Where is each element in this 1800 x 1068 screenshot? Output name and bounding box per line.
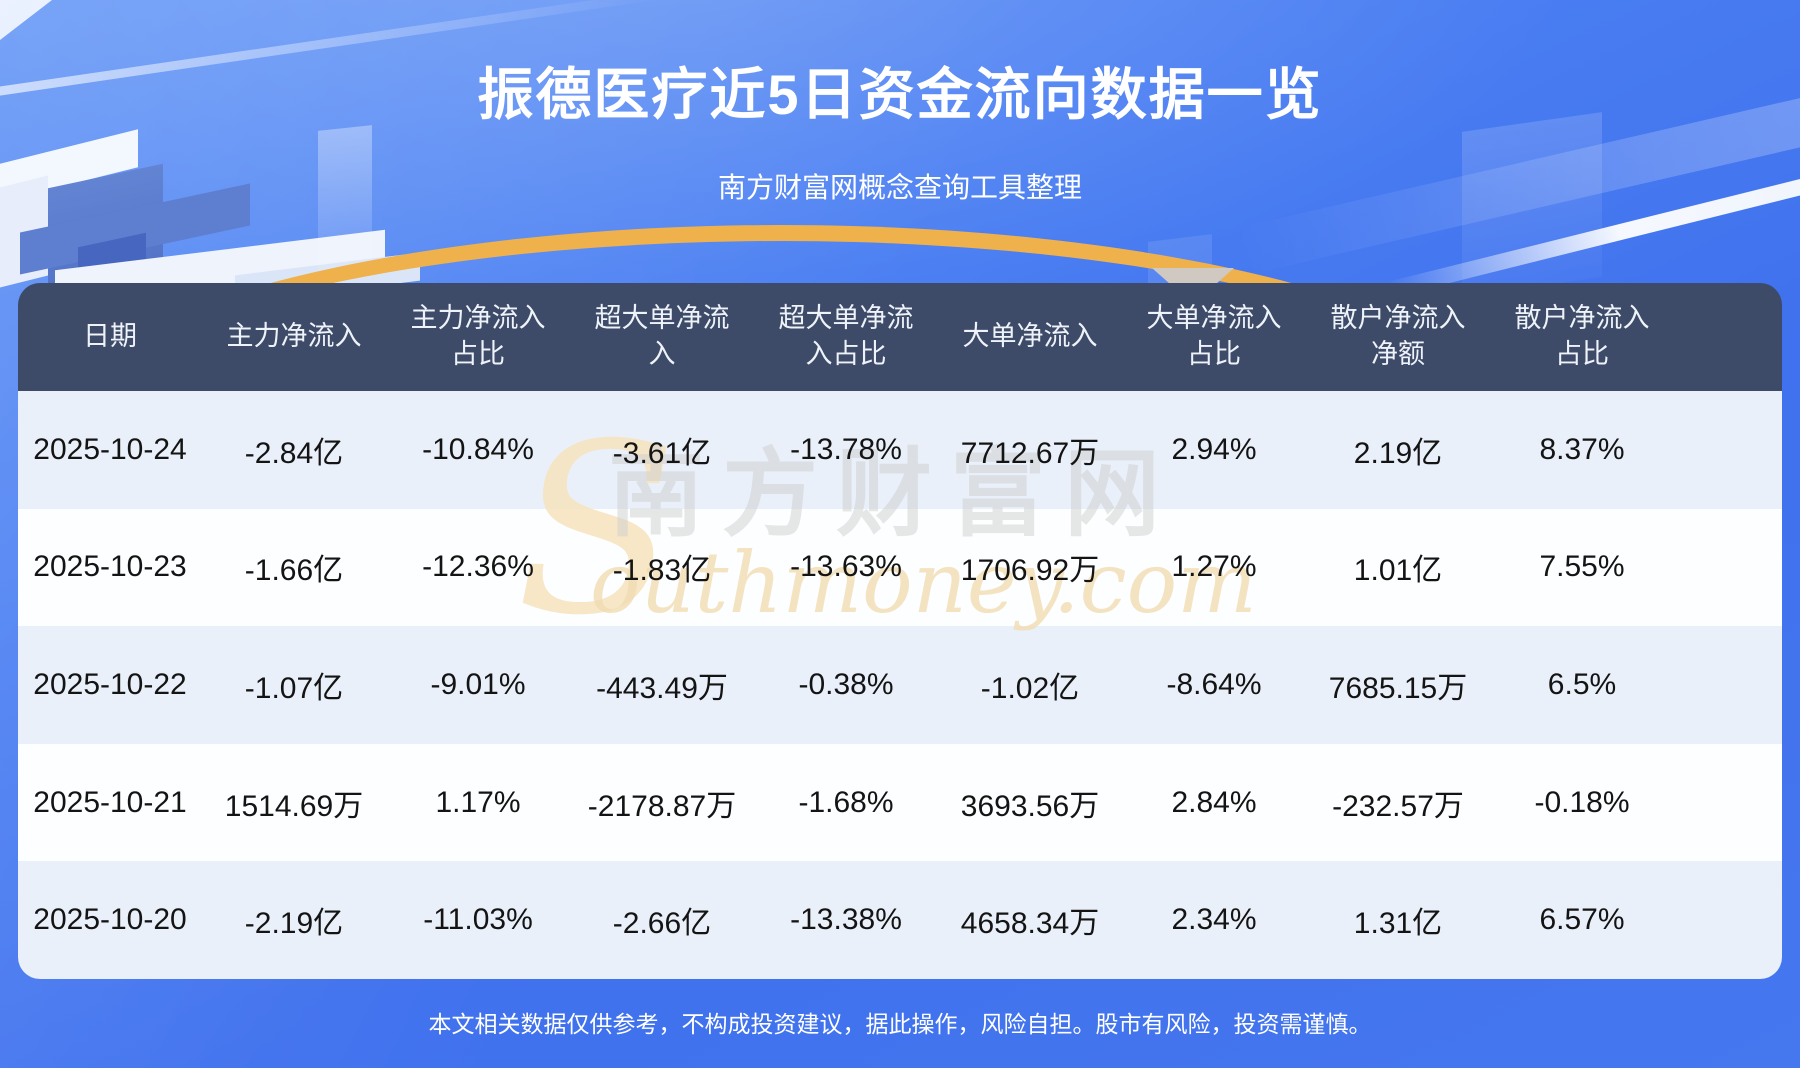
building-window (78, 232, 146, 290)
table-cell: 1.31亿 (1353, 907, 1443, 941)
table-cell: 2025-10-21 (33, 785, 187, 819)
table-header-row: 日期 主力净流入 主力净流入 占比 超大单净流 入超大单净流 入占比 大单净流入 大单净流… (18, 283, 1782, 391)
table-cell: -1.02亿 (980, 671, 1080, 705)
table-body: S 南方财富网 outhmoney.com 2025-10-24 -2.84亿 -1… (18, 391, 1782, 979)
gray-trapezoid-decoration (1152, 268, 1234, 284)
table-cell: -1.83亿 (612, 554, 712, 588)
table-cell: -10.84% (422, 432, 534, 466)
table-cell: 1.17% (435, 785, 521, 819)
table-cell: -2.84亿 (244, 436, 344, 470)
table-cell: 3693.56万 (960, 789, 1100, 823)
table-cell: 1.01亿 (1353, 554, 1443, 588)
table-cell: -1.68% (798, 785, 894, 819)
table-cell: 2025-10-22 (33, 667, 187, 701)
table-cell: 1514.69万 (224, 789, 364, 823)
table-row: 2025-10-20 -2.19亿 -11.03% -2.66亿 -13.38% 4658… (18, 861, 1782, 979)
header-cell: 主力净流入 占比 (410, 303, 546, 369)
table-cell: 1706.92万 (960, 554, 1100, 588)
table-cell: 2.19亿 (1353, 436, 1443, 470)
table-cell: -2178.87万 (587, 789, 737, 823)
table-cell: 8.37% (1539, 432, 1625, 466)
table-cell: -443.49万 (596, 671, 728, 705)
disclaimer-text: 本文相关数据仅供参考，不构成投资建议，据此操作，风险自担。股市有风险，投资需谨慎… (428, 1011, 1372, 1037)
table-cell: -11.03% (423, 903, 533, 937)
table-cell: 2025-10-20 (33, 903, 187, 937)
table-cell: 4658.34万 (960, 907, 1100, 941)
table-cell: -3.61亿 (612, 436, 712, 470)
table-cell: -13.38% (790, 903, 902, 937)
table-row: 2025-10-24 -2.84亿 -10.84% -3.61亿 -13.78% 7712… (18, 391, 1782, 509)
table-cell: -2.66亿 (612, 907, 712, 941)
header-cell: 超大单净流 入占比 (778, 303, 914, 369)
table-cell: -13.78% (790, 432, 902, 466)
table-cell: 7685.15万 (1328, 671, 1468, 705)
table-cell: -1.66亿 (244, 554, 344, 588)
header-cell: 超大单净流 入 (594, 303, 730, 369)
table-row: 2025-10-23 -1.66亿 -12.36% -1.83亿 -13.63% 1706… (18, 508, 1782, 627)
table-cell: 2.94% (1171, 432, 1257, 466)
table-cell: 6.5% (1547, 667, 1617, 701)
table-row: 2025-10-21 1514.69万 1.17% -2178.87万 -1.68% 36… (18, 743, 1782, 862)
header-cell: 日期 (83, 321, 137, 352)
table-row: 2025-10-22 -1.07亿 -9.01% -443.49万 -0.38% -1.0… (18, 626, 1782, 744)
table-cell: -8.64% (1166, 667, 1262, 701)
table-cell: 2025-10-24 (33, 432, 187, 466)
header-cell: 大单净流入 (962, 321, 1098, 352)
table-cell: -9.01% (430, 667, 526, 701)
table-cell: -232.57万 (1332, 789, 1464, 823)
table-cell: 1.27% (1171, 550, 1257, 584)
table-cell: -12.36% (422, 550, 534, 584)
table-cell: -0.38% (798, 667, 894, 701)
header-cell: 大单净流入 占比 (1146, 303, 1282, 369)
corner-light-wedge (0, 0, 52, 40)
page-title: 振德医疗近5日资金流向数据一览 (477, 63, 1323, 126)
page-subtitle: 南方财富网概念查询工具整理 (717, 172, 1082, 203)
table-cell: -1.07亿 (244, 671, 344, 705)
table-cell: 7.55% (1539, 550, 1625, 584)
header-cell: 散户净流入 净额 (1330, 303, 1466, 369)
table-cell: 2025-10-23 (33, 550, 187, 584)
table-cell: 6.57% (1539, 903, 1625, 937)
table-cell: 2.84% (1171, 785, 1257, 819)
table-cell: -0.18% (1534, 785, 1630, 819)
table-cell: 7712.67万 (960, 436, 1100, 470)
table-cell: 2.34% (1171, 903, 1257, 937)
header-cell: 主力净流入 (226, 321, 362, 352)
fund-flow-table: 日期 主力净流入 主力净流入 占比 超大单净流 入超大单净流 入占比 大单净流入 大单净流… (18, 283, 1782, 979)
header-cell: 散户净流入 占比 (1514, 303, 1650, 369)
table-cell: -2.19亿 (244, 907, 344, 941)
table-cell: -13.63% (790, 550, 902, 584)
